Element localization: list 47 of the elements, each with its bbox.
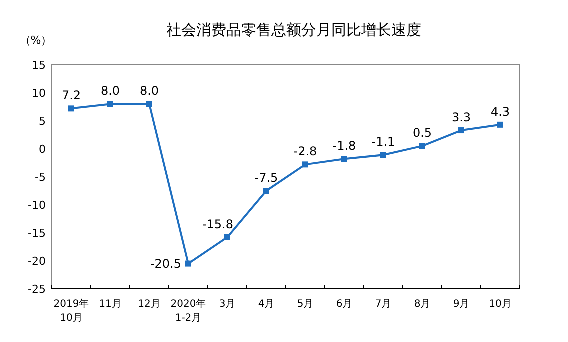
x-tick-label: 12月 <box>138 299 161 310</box>
point <box>420 143 426 150</box>
data-label: -7.5 <box>254 171 278 185</box>
y-tick-label: -25 <box>28 283 46 296</box>
point <box>380 152 386 158</box>
y-tick-label: -10 <box>28 199 46 212</box>
x-tick-label: 10月 <box>489 299 512 310</box>
point <box>108 101 114 108</box>
x-tick-label: 3月 <box>219 299 236 310</box>
y-tick-label: 10 <box>32 87 46 100</box>
point <box>186 260 192 267</box>
data-label: -15.8 <box>202 217 234 232</box>
point <box>302 162 308 168</box>
x-tick-label: 2020年 1-2月 <box>170 298 206 324</box>
y-tick-label: 0 <box>39 143 46 156</box>
data-label: 7.2 <box>62 88 82 103</box>
data-label: -1.8 <box>332 139 356 154</box>
x-tick-label: 7月 <box>375 299 392 310</box>
point <box>146 101 152 108</box>
y-tick-label: -20 <box>28 255 46 268</box>
data-label: 3.3 <box>452 110 472 125</box>
point <box>458 128 464 134</box>
x-tick-label: 5月 <box>297 299 314 310</box>
data-label: 0.5 <box>412 126 432 140</box>
point <box>264 188 270 194</box>
data-label: -2.8 <box>294 144 318 159</box>
point <box>342 156 348 162</box>
point <box>68 106 74 112</box>
x-tick-label: 4月 <box>258 299 275 310</box>
data-label: 8.0 <box>140 84 160 98</box>
data-label: -20.5 <box>150 256 182 271</box>
x-tick-label: 8月 <box>414 299 431 310</box>
x-tick-label: 11月 <box>99 299 122 310</box>
x-tick-label: 2019年 10月 <box>54 298 90 324</box>
y-tick-label: 5 <box>39 115 46 128</box>
data-label: 8.0 <box>100 84 120 98</box>
data-label: 4.3 <box>490 104 510 119</box>
y-tick-label: -5 <box>35 171 46 184</box>
point <box>498 122 504 128</box>
x-tick-label: 6月 <box>336 299 353 310</box>
y-tick-label: -15 <box>28 227 46 240</box>
y-tick-label: 15 <box>32 59 46 72</box>
x-tick-label: 9月 <box>453 299 470 310</box>
chart-title: 社会消费品零售总额分月同比增长速度 <box>166 21 422 39</box>
y-axis-title: （%） <box>20 34 52 47</box>
point <box>224 234 230 240</box>
data-label: -1.1 <box>372 135 396 150</box>
